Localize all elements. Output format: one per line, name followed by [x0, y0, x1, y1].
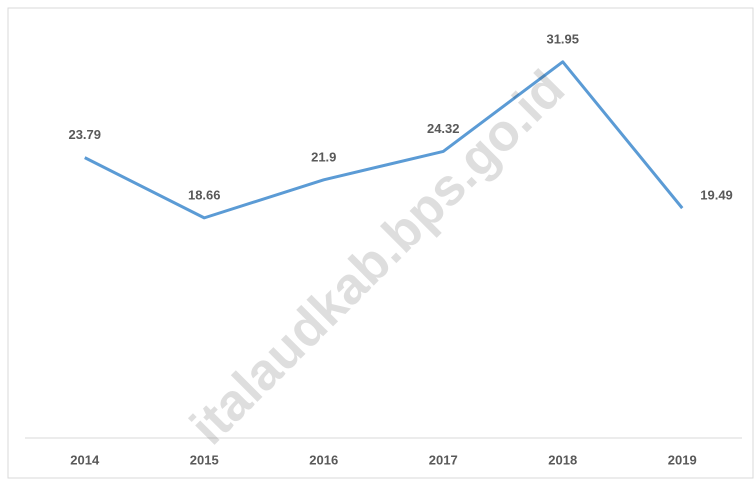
line	[84, 60, 684, 220]
x-tick-label: 2014	[70, 452, 100, 467]
data-label: 21.9	[311, 149, 336, 164]
data-label: 23.79	[68, 127, 101, 142]
x-tick-label: 2018	[548, 452, 577, 467]
x-tick-label: 2016	[309, 452, 338, 467]
x-tick-label: 2019	[668, 452, 697, 467]
data-label: 18.66	[188, 187, 221, 202]
data-label: 31.95	[546, 31, 579, 46]
data-label: 19.49	[700, 188, 733, 203]
chart-frame	[7, 7, 754, 479]
data-label: 24.32	[427, 121, 460, 136]
x-tick-label: 2017	[429, 452, 458, 467]
x-tick-label: 2015	[190, 452, 219, 467]
